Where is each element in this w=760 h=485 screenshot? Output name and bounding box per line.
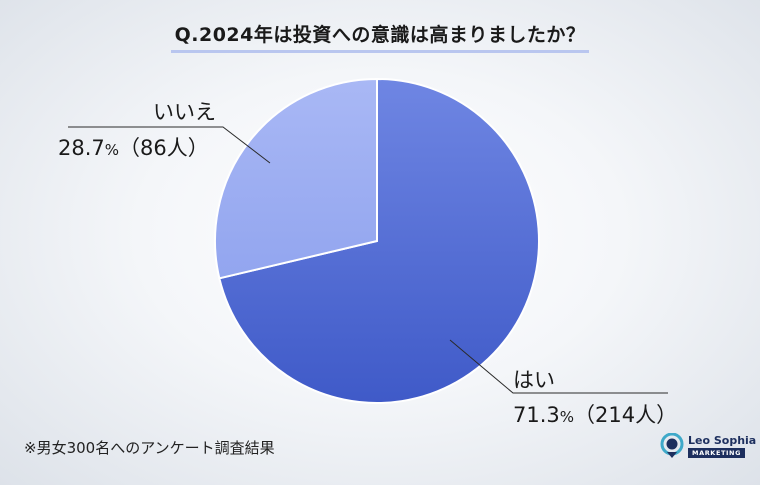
pie-slice-yes xyxy=(218,77,540,404)
page-title: Q.2024年は投資への意識は高まりましたか？ xyxy=(0,20,760,53)
label-yes-count: （214人） xyxy=(574,403,678,427)
label-yes-value: 71.3%（214人） xyxy=(513,399,677,429)
logo-brand-text: Leo Sophia xyxy=(688,434,757,447)
label-yes-unit: % xyxy=(559,408,575,426)
pie-slice-no xyxy=(214,77,378,280)
brand-logo: Leo Sophia MARKETING xyxy=(660,432,756,462)
label-no-percent: 28.7 xyxy=(58,136,105,160)
page-title-text: Q.2024年は投資への意識は高まりましたか？ xyxy=(170,20,590,53)
label-no-name: いいえ xyxy=(153,100,216,124)
logo-sub-text: MARKETING xyxy=(688,448,746,458)
label-yes-name: はい xyxy=(513,368,555,392)
lion-head-icon xyxy=(660,433,684,458)
label-no-value: 28.7%（86人） xyxy=(58,132,209,162)
label-no-unit: % xyxy=(104,141,120,159)
leader-line-no xyxy=(68,126,271,164)
label-yes-percent: 71.3 xyxy=(513,403,560,427)
footnote: ※男女300名へのアンケート調査結果 xyxy=(24,439,275,457)
label-no-count: （86人） xyxy=(119,136,209,160)
leader-line-yes xyxy=(449,339,668,394)
